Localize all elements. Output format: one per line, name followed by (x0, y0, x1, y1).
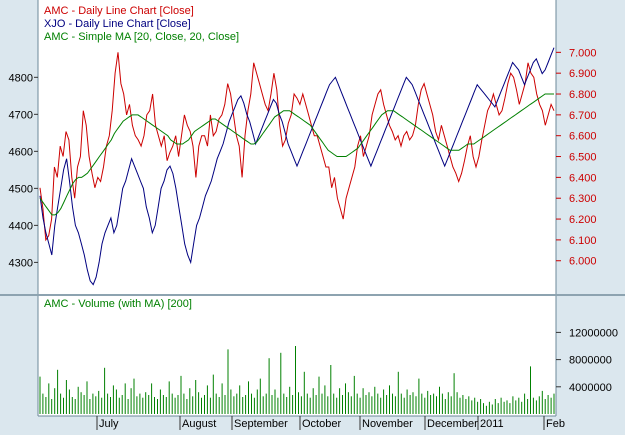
x-tick-label: August (182, 418, 216, 430)
right-tick-label: 7.000 (569, 47, 597, 59)
series-line-0 (39, 52, 555, 242)
x-tick-label: September (234, 418, 288, 430)
left-tick-label: 4800 (9, 72, 33, 84)
left-tick-label: 4300 (9, 257, 33, 269)
legend-xjo-close: XJO - Daily Line Chart [Close] (44, 18, 191, 30)
right-tick-label: 6.600 (569, 131, 597, 143)
legend-volume: AMC - Volume (with MA) [200] (44, 298, 192, 310)
x-tick-label: November (362, 418, 413, 430)
right-tick-label: 6.000 (569, 256, 597, 268)
right-tick-label: 6.300 (569, 193, 597, 205)
x-tick-label: 2011 (480, 418, 504, 430)
left-tick-label: 4500 (9, 183, 33, 195)
right-tick-label: 6.100 (569, 235, 597, 247)
left-tick-label: 4400 (9, 220, 33, 232)
volume-tick-label: 4000000 (569, 382, 612, 394)
x-tick-label: December (427, 418, 478, 430)
x-tick-label: October (302, 418, 341, 430)
volume-tick-label: 12000000 (569, 327, 618, 339)
right-tick-label: 6.700 (569, 110, 597, 122)
right-tick-label: 6.200 (569, 214, 597, 226)
volume-panel (38, 296, 556, 416)
x-tick-label: July (99, 418, 119, 430)
legend-amc-close: AMC - Daily Line Chart [Close] (44, 5, 194, 17)
right-tick-label: 6.800 (569, 89, 597, 101)
header-strip (38, 0, 556, 30)
right-tick-label: 6.400 (569, 172, 597, 184)
volume-tick-label: 8000000 (569, 355, 612, 367)
right-tick-label: 6.500 (569, 152, 597, 164)
left-tick-label: 4700 (9, 109, 33, 121)
legend-amc-ma: AMC - Simple MA [20, Close, 20, Close] (44, 31, 239, 43)
series-line-1 (39, 47, 555, 286)
left-axis-area (0, 0, 38, 294)
right-tick-label: 6.900 (569, 68, 597, 80)
price-panel (38, 30, 556, 294)
right-axis-area (556, 0, 625, 294)
series-line-2 (39, 93, 554, 216)
left-tick-label: 4600 (9, 146, 33, 158)
x-tick-label: Feb (546, 418, 565, 430)
